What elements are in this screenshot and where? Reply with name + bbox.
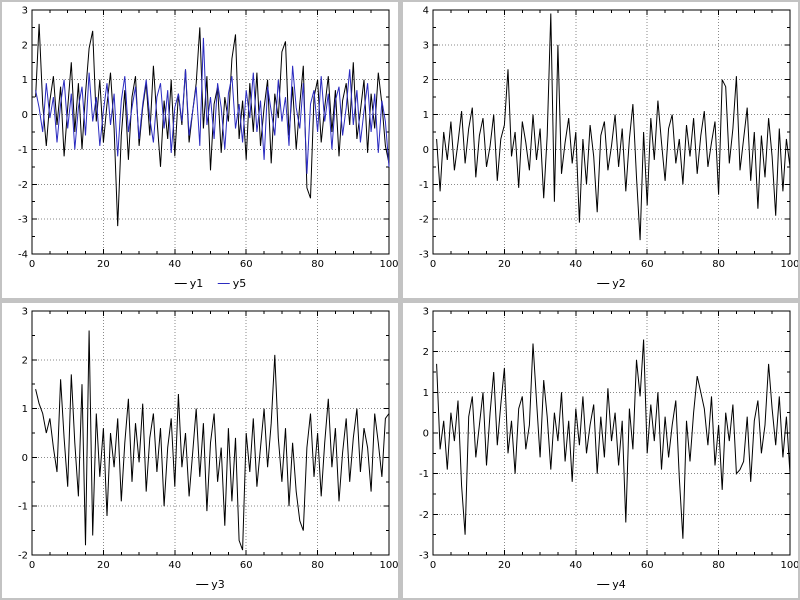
y-tick-label: 3 bbox=[422, 40, 428, 51]
axis-ticks bbox=[31, 9, 390, 255]
y-tick-label: -3 bbox=[419, 250, 429, 261]
y-tick-label: -2 bbox=[419, 509, 429, 520]
y-tick-label: -3 bbox=[419, 550, 429, 561]
legend-label-y3: y3 bbox=[211, 578, 225, 591]
x-tick-label: 60 bbox=[240, 259, 253, 270]
legend: y4 bbox=[596, 578, 626, 591]
y-tick-label: 4 bbox=[422, 6, 428, 17]
y-tick-label: 2 bbox=[422, 75, 428, 86]
x-tick-label: 60 bbox=[640, 259, 653, 270]
legend: y1 y5 bbox=[174, 277, 247, 290]
x-tick-label: 40 bbox=[168, 560, 181, 571]
x-tick-label: 20 bbox=[498, 560, 511, 571]
y-tick-label: -1 bbox=[419, 469, 429, 480]
y-tick-label: -2 bbox=[419, 215, 429, 226]
chart-panel-y3: 0 20 40 60 80 100 -2 -1 0 1 2 3 y3 bbox=[2, 302, 398, 598]
y-tick-label: 1 bbox=[422, 110, 428, 121]
x-tick-label: 100 bbox=[780, 259, 798, 270]
chart-panel-y4: 0 20 40 60 80 100 -3 -2 -1 0 1 2 3 y4 bbox=[402, 302, 798, 598]
series-y3-line bbox=[35, 329, 390, 550]
grid-lines bbox=[432, 310, 790, 555]
series-y4-line bbox=[435, 338, 790, 539]
x-tick-label: 20 bbox=[97, 560, 110, 571]
axis-ticks bbox=[31, 310, 390, 555]
x-tick-label: 20 bbox=[97, 259, 110, 270]
grid-lines bbox=[32, 310, 389, 555]
x-tick-label: 40 bbox=[569, 560, 582, 571]
chart-panel-y1-y5: 0 20 40 60 80 100 -4 -3 -2 -1 0 1 2 3 y1 y5 bbox=[2, 2, 398, 298]
y-tick-label: -2 bbox=[18, 550, 28, 561]
x-tick-label: 100 bbox=[379, 259, 397, 270]
tick-labels: 0 20 40 60 80 100 -2 -1 0 1 2 3 bbox=[18, 306, 397, 571]
axis-ticks bbox=[432, 9, 790, 255]
tick-labels: 0 20 40 60 80 100 -4 -3 -2 -1 0 1 2 3 bbox=[18, 6, 397, 271]
y-tick-label: -4 bbox=[18, 250, 28, 261]
chart-svg: 0 20 40 60 80 100 -2 -1 0 1 2 3 y3 bbox=[18, 306, 397, 591]
y-tick-label: 0 bbox=[22, 110, 28, 121]
legend: y2 bbox=[596, 277, 626, 290]
y-tick-label: 2 bbox=[22, 355, 28, 366]
x-tick-label: 60 bbox=[640, 560, 653, 571]
x-tick-label: 20 bbox=[498, 259, 511, 270]
series-y1-line bbox=[35, 23, 390, 227]
legend-label-y5: y5 bbox=[233, 277, 247, 290]
chart-svg: 0 20 40 60 80 100 -3 -2 -1 0 1 2 3 y4 bbox=[419, 306, 798, 591]
y-tick-label: 3 bbox=[22, 306, 28, 317]
y-tick-label: 1 bbox=[422, 387, 428, 398]
x-tick-label: 0 bbox=[429, 259, 435, 270]
y-tick-label: -2 bbox=[18, 180, 28, 191]
series-y2-line bbox=[435, 13, 790, 241]
x-tick-label: 60 bbox=[240, 560, 253, 571]
x-tick-label: 40 bbox=[168, 259, 181, 270]
x-tick-label: 80 bbox=[712, 560, 725, 571]
x-tick-label: 0 bbox=[429, 560, 435, 571]
y-tick-label: -1 bbox=[18, 145, 28, 156]
grid-lines bbox=[432, 10, 790, 254]
y-tick-label: 3 bbox=[22, 6, 28, 17]
legend-label-y4: y4 bbox=[612, 578, 626, 591]
legend-label-y1: y1 bbox=[190, 277, 204, 290]
y-tick-label: 0 bbox=[22, 452, 28, 463]
x-tick-label: 0 bbox=[29, 560, 35, 571]
x-tick-label: 80 bbox=[712, 259, 725, 270]
chart-panel-y2: 0 20 40 60 80 100 -3 -2 -1 0 1 2 3 4 y2 bbox=[402, 2, 798, 298]
legend-label-y2: y2 bbox=[612, 277, 626, 290]
axis-ticks bbox=[432, 310, 790, 555]
chart-svg: 0 20 40 60 80 100 -3 -2 -1 0 1 2 3 4 y2 bbox=[419, 6, 798, 291]
x-tick-label: 100 bbox=[379, 560, 397, 571]
y-tick-label: 1 bbox=[22, 404, 28, 415]
x-tick-label: 40 bbox=[569, 259, 582, 270]
y-tick-label: -1 bbox=[419, 180, 429, 191]
y-tick-label: 0 bbox=[422, 428, 428, 439]
y-tick-label: -3 bbox=[18, 215, 28, 226]
plot-frame bbox=[432, 9, 790, 255]
legend: y3 bbox=[196, 578, 225, 591]
x-tick-label: 100 bbox=[780, 560, 798, 571]
y-tick-label: 0 bbox=[422, 145, 428, 156]
x-tick-label: 0 bbox=[29, 259, 35, 270]
tick-labels: 0 20 40 60 80 100 -3 -2 -1 0 1 2 3 4 bbox=[419, 6, 798, 271]
chart-svg: 0 20 40 60 80 100 -4 -3 -2 -1 0 1 2 3 y1 y5 bbox=[18, 6, 397, 291]
tick-labels: 0 20 40 60 80 100 -3 -2 -1 0 1 2 3 bbox=[419, 306, 798, 571]
y-tick-label: 2 bbox=[22, 40, 28, 51]
y-tick-label: 2 bbox=[422, 347, 428, 358]
y-tick-label: -1 bbox=[18, 501, 28, 512]
y-tick-label: 3 bbox=[422, 306, 428, 317]
y-tick-label: 1 bbox=[22, 75, 28, 86]
x-tick-label: 80 bbox=[311, 560, 324, 571]
series-y5-line bbox=[35, 37, 390, 174]
x-tick-label: 80 bbox=[311, 259, 324, 270]
